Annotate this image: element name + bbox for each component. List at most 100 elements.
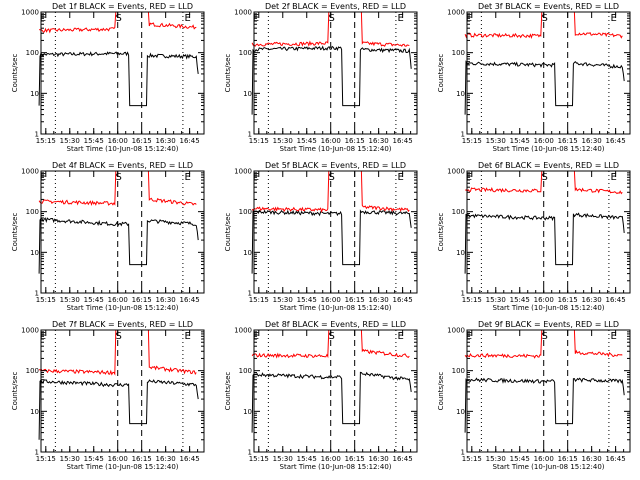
chart-panel: Det 4f BLACK = Events, RED = LLD 1 10 100 10…	[11, 161, 205, 312]
interval-marker-label: E	[40, 13, 46, 24]
x-tick-label: 16:00	[321, 296, 341, 304]
events-series-line	[251, 371, 412, 433]
x-tick-label: 15:30	[273, 455, 293, 463]
x-tick-label: 15:15	[36, 137, 56, 145]
x-tick-label: 15:15	[249, 137, 269, 145]
y-tick-label: 100	[26, 49, 39, 57]
y-tick-label: 1000	[447, 9, 465, 17]
x-axis-label: Start Time (10-Jun-08 15:12:40)	[67, 145, 179, 153]
x-axis-label: Start Time (10-Jun-08 15:12:40)	[493, 304, 605, 312]
interval-marker-label: S	[541, 331, 547, 342]
y-tick-label: 10	[456, 249, 465, 257]
y-tick-label: 10	[243, 90, 252, 98]
x-tick-label: 15:15	[462, 455, 482, 463]
interval-marker-label: E	[398, 13, 404, 24]
x-axis-label: Start Time (10-Jun-08 15:12:40)	[280, 145, 392, 153]
y-tick-label: 1	[461, 449, 465, 457]
y-axis-label: Counts/sec	[224, 213, 232, 252]
interval-marker-label: E	[398, 331, 404, 342]
interval-marker-label: S	[115, 331, 121, 342]
plot-frame	[466, 170, 631, 294]
y-tick-label: 100	[452, 49, 465, 57]
x-tick-label: 15:15	[36, 296, 56, 304]
y-tick-label: 1000	[21, 9, 39, 17]
panel-title: Det 6f BLACK = Events, RED = LLD	[478, 161, 619, 170]
interval-marker-label: S	[328, 172, 334, 183]
interval-marker-label: S	[541, 13, 547, 24]
y-axis-label: Counts/sec	[437, 54, 445, 93]
interval-marker-label: S	[115, 172, 121, 183]
x-tick-label: 15:45	[297, 137, 317, 145]
y-tick-label: 1000	[234, 327, 252, 335]
x-tick-label: 15:15	[462, 137, 482, 145]
y-tick-label: 1	[461, 290, 465, 298]
interval-marker-label: S	[328, 13, 334, 24]
x-tick-label: 15:45	[84, 455, 104, 463]
y-tick-label: 1000	[447, 168, 465, 176]
x-tick-label: 16:30	[369, 455, 389, 463]
interval-marker-label: E	[253, 172, 259, 183]
y-tick-label: 1000	[234, 168, 252, 176]
y-tick-label: 1	[248, 131, 252, 139]
x-tick-label: 15:30	[60, 455, 80, 463]
interval-marker-label: S	[115, 13, 121, 24]
x-tick-label: 15:30	[273, 137, 293, 145]
x-tick-label: 16:45	[180, 455, 200, 463]
events-series-line	[464, 212, 625, 274]
x-tick-label: 15:45	[297, 296, 317, 304]
y-axis-label: Counts/sec	[224, 372, 232, 411]
plot-frame	[253, 329, 418, 453]
interval-marker-label: E	[185, 172, 191, 183]
y-axis-label: Counts/sec	[11, 213, 19, 252]
plot-frame	[466, 329, 631, 453]
interval-marker-label: E	[398, 172, 404, 183]
interval-marker-label: E	[253, 331, 259, 342]
y-tick-label: 1	[248, 449, 252, 457]
y-tick-label: 1000	[234, 9, 252, 17]
x-axis-label: Start Time (10-Jun-08 15:12:40)	[67, 304, 179, 312]
x-tick-label: 16:45	[393, 137, 413, 145]
x-tick-label: 16:30	[156, 455, 176, 463]
x-tick-label: 16:15	[345, 455, 365, 463]
x-tick-label: 16:00	[534, 137, 554, 145]
y-tick-label: 100	[452, 367, 465, 375]
chart-panel: Det 8f BLACK = Events, RED = LLD 1 10 100 10…	[224, 320, 418, 471]
x-tick-label: 16:00	[108, 455, 128, 463]
x-tick-label: 15:15	[249, 455, 269, 463]
x-tick-label: 16:45	[180, 296, 200, 304]
plot-frame	[253, 11, 418, 135]
chart-panel: Det 6f BLACK = Events, RED = LLD 1 10 100 10…	[437, 161, 631, 312]
panel-title: Det 2f BLACK = Events, RED = LLD	[265, 2, 406, 11]
interval-marker-label: E	[611, 13, 617, 24]
x-tick-label: 16:45	[606, 137, 626, 145]
events-series-line	[38, 217, 199, 274]
y-tick-label: 10	[456, 90, 465, 98]
x-tick-label: 16:30	[369, 296, 389, 304]
x-tick-label: 16:30	[582, 137, 602, 145]
y-tick-label: 1	[248, 290, 252, 298]
x-tick-label: 15:45	[510, 455, 530, 463]
x-tick-label: 15:30	[60, 137, 80, 145]
x-tick-label: 16:30	[156, 137, 176, 145]
interval-marker-label: E	[466, 172, 472, 183]
y-tick-label: 100	[239, 208, 252, 216]
panel-title: Det 7f BLACK = Events, RED = LLD	[52, 320, 193, 329]
y-tick-label: 100	[239, 367, 252, 375]
x-tick-label: 15:15	[462, 296, 482, 304]
events-series-line	[251, 209, 412, 274]
x-tick-label: 15:45	[297, 455, 317, 463]
panel-title: Det 5f BLACK = Events, RED = LLD	[265, 161, 406, 170]
events-series-line	[38, 379, 199, 440]
chart-panel: Det 2f BLACK = Events, RED = LLD 1 10 100 10…	[224, 2, 418, 153]
plot-frame	[40, 11, 205, 135]
x-tick-label: 16:30	[369, 137, 389, 145]
chart-panel: Det 5f BLACK = Events, RED = LLD 1 10 100 10…	[224, 161, 418, 312]
x-tick-label: 16:00	[534, 296, 554, 304]
x-tick-label: 15:30	[486, 455, 506, 463]
interval-marker-label: S	[328, 331, 334, 342]
y-axis-label: Counts/sec	[224, 54, 232, 93]
interval-marker-label: E	[466, 13, 472, 24]
events-series-line	[464, 60, 625, 115]
panel-title: Det 1f BLACK = Events, RED = LLD	[52, 2, 193, 11]
